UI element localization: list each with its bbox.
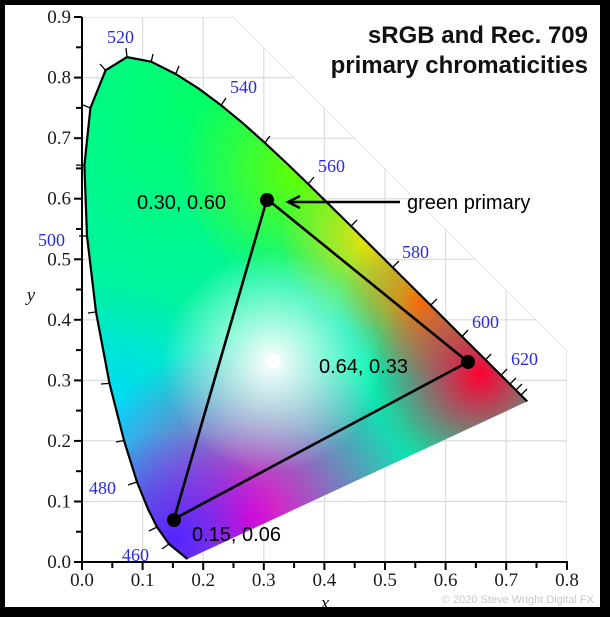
white-point — [267, 354, 281, 368]
x-tick-label: 0.6 — [434, 570, 458, 591]
spectral-locus-outline — [83, 56, 528, 560]
x-tick-label: 0.5 — [373, 570, 397, 591]
wavelength-label-500: 500 — [38, 230, 65, 250]
red-primary-label: 0.64, 0.33 — [319, 356, 408, 378]
x-axis-title: x — [320, 593, 330, 607]
y-tick-label: 0.5 — [47, 249, 71, 270]
y-tick-label: 0.2 — [47, 431, 71, 452]
x-tick-label: 0.8 — [555, 570, 579, 591]
y-tick-label: 0.8 — [47, 68, 71, 89]
srgb-gamut-triangle — [172, 197, 470, 521]
y-tick-label: 0.0 — [47, 552, 71, 573]
wavelength-label-460: 460 — [122, 545, 149, 565]
x-tick-label: 0.0 — [70, 570, 94, 591]
y-tick-label: 0.6 — [47, 189, 71, 210]
chart-title-line1: sRGB and Rec. 709 — [368, 22, 588, 49]
annotations: 0.30, 0.60 0.64, 0.33 0.15, 0.06 green p… — [137, 192, 530, 546]
chart-canvas: 0.0 0.1 0.2 0.3 0.4 0.5 0.6 0.7 0.8 0.0 … — [5, 5, 600, 607]
x-tick-label: 0.2 — [191, 570, 215, 591]
y-tick-label: 0.7 — [47, 128, 71, 149]
y-tick-label: 0.4 — [47, 310, 71, 331]
y-tick-label: 0.1 — [47, 492, 71, 513]
x-tick-label: 0.1 — [131, 570, 155, 591]
x-tick-label: 0.3 — [252, 570, 276, 591]
wavelength-label-540: 540 — [230, 77, 257, 97]
blue-primary-point — [167, 513, 181, 527]
axis-ticks — [74, 16, 568, 570]
wavelength-labels: 460 480 500 520 540 560 580 600 620 — [38, 27, 538, 565]
cie-chromaticity-chart: 0.0 0.1 0.2 0.3 0.4 0.5 0.6 0.7 0.8 0.0 … — [25, 7, 595, 607]
wavelength-label-520: 520 — [107, 27, 134, 47]
spectral-locus-fill — [84, 57, 528, 559]
chart-title: sRGB and Rec. 709 primary chromaticities — [331, 22, 588, 79]
green-primary-point — [260, 193, 274, 207]
y-tick-label: 0.9 — [47, 7, 71, 28]
y-tick-labels: 0.0 0.1 0.2 0.3 0.4 0.5 0.6 0.7 0.8 0.9 — [47, 7, 71, 573]
wavelength-label-560: 560 — [318, 156, 345, 176]
x-tick-labels: 0.0 0.1 0.2 0.3 0.4 0.5 0.6 0.7 0.8 — [70, 570, 579, 591]
wavelength-label-480: 480 — [89, 478, 116, 498]
blue-primary-label: 0.15, 0.06 — [192, 524, 281, 546]
red-primary-point — [461, 355, 475, 369]
copyright-credit: © 2020 Steve Wright Digital FX — [442, 594, 595, 606]
green-primary-label: 0.30, 0.60 — [137, 192, 226, 214]
green-primary-arrow — [285, 194, 400, 210]
wavelength-label-600: 600 — [472, 312, 499, 332]
x-tick-label: 0.4 — [313, 570, 337, 591]
y-tick-label: 0.3 — [47, 370, 71, 391]
chart-title-line2: primary chromaticities — [331, 52, 588, 79]
wavelength-label-620: 620 — [511, 349, 538, 369]
x-tick-label: 0.7 — [494, 570, 518, 591]
wavelength-label-580: 580 — [402, 242, 429, 262]
green-primary-callout: green primary — [407, 192, 530, 214]
y-axis-title: y — [25, 285, 36, 306]
